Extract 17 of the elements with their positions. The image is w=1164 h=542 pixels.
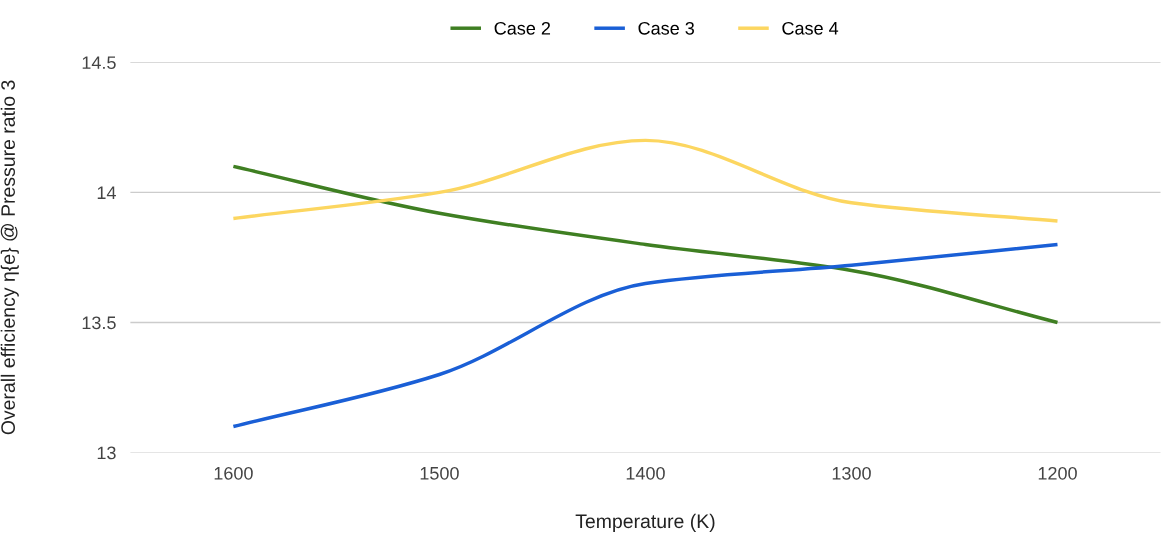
line-series — [231, 138, 1060, 223]
legend-label: Case 3 — [638, 21, 695, 35]
y-tick-label: 13.5 — [82, 316, 116, 330]
y-tick-label: 14.5 — [82, 56, 116, 70]
legend-label: Case 2 — [494, 21, 551, 35]
x-tick-label: 1600 — [214, 466, 253, 480]
legend-label: Case 4 — [782, 21, 839, 35]
x-axis-title: Temperature (K) — [575, 513, 715, 532]
y-tick-label: 14 — [97, 186, 116, 199]
x-tick-label: 1200 — [1038, 466, 1077, 480]
x-tick-label: 1300 — [832, 466, 871, 480]
line-series — [231, 164, 1060, 325]
x-tick-label: 1500 — [420, 466, 459, 480]
line-series — [231, 242, 1060, 429]
x-tick-label: 1400 — [626, 466, 665, 480]
y-axis-title: Overall efficiency η{e} @ Pressure ratio 3 — [0, 80, 19, 435]
y-tick-label: 13 — [97, 446, 116, 460]
